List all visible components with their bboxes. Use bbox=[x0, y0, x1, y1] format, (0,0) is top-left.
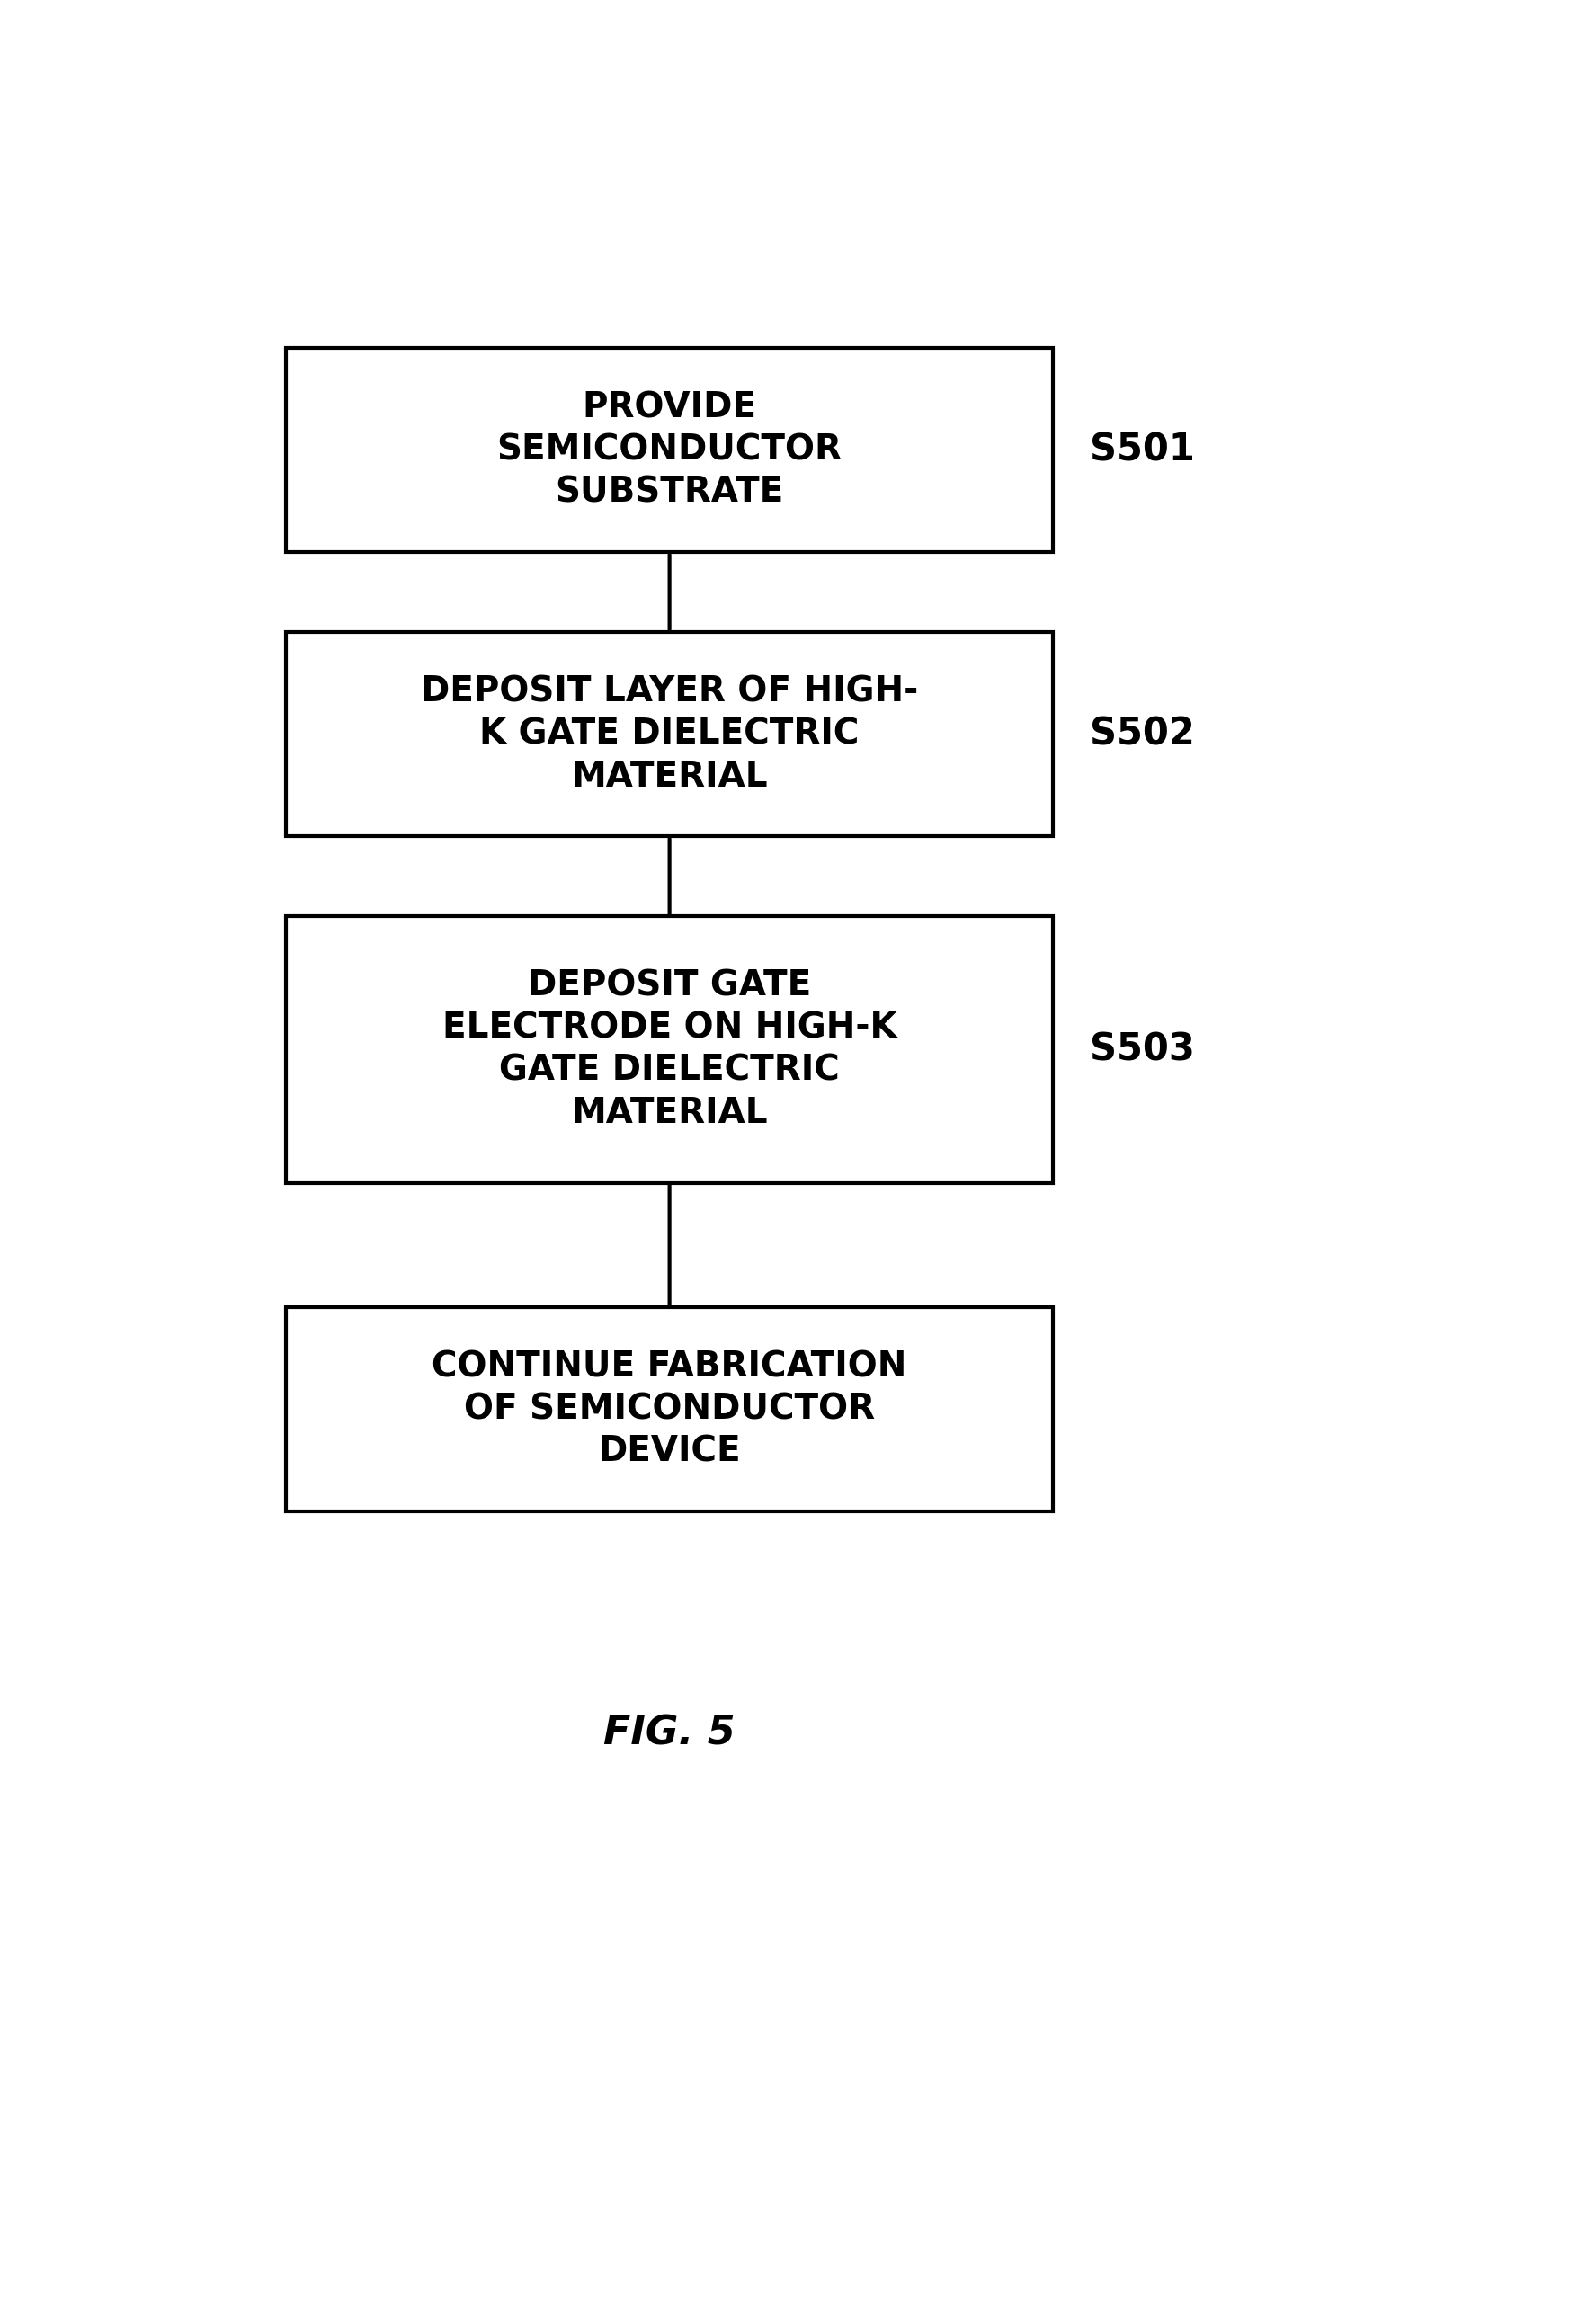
FancyBboxPatch shape bbox=[286, 916, 1053, 1183]
Text: S502: S502 bbox=[1090, 715, 1195, 752]
FancyBboxPatch shape bbox=[286, 348, 1053, 551]
Text: FIG. 5: FIG. 5 bbox=[603, 1714, 736, 1753]
Text: DEPOSIT LAYER OF HIGH-
K GATE DIELECTRIC
MATERIAL: DEPOSIT LAYER OF HIGH- K GATE DIELECTRIC… bbox=[421, 676, 918, 794]
Text: S503: S503 bbox=[1090, 1031, 1195, 1068]
Text: PROVIDE
SEMICONDUCTOR
SUBSTRATE: PROVIDE SEMICONDUCTOR SUBSTRATE bbox=[496, 390, 843, 510]
FancyBboxPatch shape bbox=[286, 1308, 1053, 1511]
Text: DEPOSIT GATE
ELECTRODE ON HIGH-K
GATE DIELECTRIC
MATERIAL: DEPOSIT GATE ELECTRODE ON HIGH-K GATE DI… bbox=[442, 969, 897, 1130]
FancyBboxPatch shape bbox=[286, 632, 1053, 837]
Text: S501: S501 bbox=[1090, 431, 1195, 468]
Text: CONTINUE FABRICATION
OF SEMICONDUCTOR
DEVICE: CONTINUE FABRICATION OF SEMICONDUCTOR DE… bbox=[433, 1350, 907, 1470]
